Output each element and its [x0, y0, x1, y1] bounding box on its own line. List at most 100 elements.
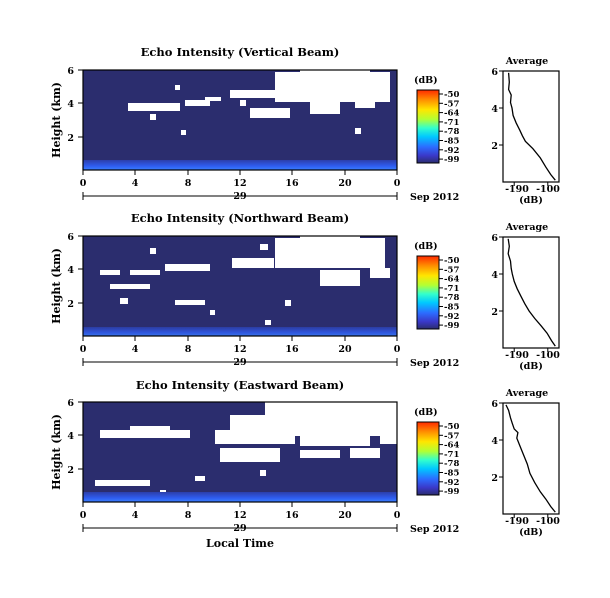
colorbar-tick-label: -99	[444, 487, 459, 497]
colorbar-tick-label: -71	[444, 450, 459, 460]
chart-title: Echo Intensity (Eastward Beam)	[136, 378, 344, 392]
avg-x-tick-label: -190	[505, 516, 529, 527]
colorbar-tick-label: -99	[444, 321, 459, 331]
y-tick-label: 6	[67, 232, 74, 243]
colorbar-ticks: -50-57-64-71-78-85-92-99	[439, 90, 459, 165]
heatmap-ground-echo	[83, 160, 397, 170]
average-title: Average	[505, 56, 548, 67]
x-ticks	[82, 170, 398, 175]
heatmap-ground-echo	[83, 492, 397, 502]
y-tick-label: 4	[67, 265, 74, 276]
average-plot	[499, 236, 556, 352]
x-tick-label: 8	[185, 178, 192, 189]
average-profile-line	[507, 238, 556, 347]
colorbar-tick-label: -50	[444, 90, 459, 100]
panel-eastward: Echo Intensity (Eastward Beam) Height (k…	[50, 378, 560, 550]
x-tick-label: 12	[233, 510, 246, 521]
average-profile-line	[505, 404, 556, 513]
colorbar-tick-label: -50	[444, 422, 459, 432]
x-tick-label: 4	[132, 178, 139, 189]
colorbar-tick-label: -85	[444, 303, 459, 313]
date-right-label: Sep 2012	[410, 192, 459, 203]
y-tick-label: 6	[67, 398, 74, 409]
colorbar-tick-label: -64	[444, 441, 459, 451]
colorbar-tick-label: -85	[444, 137, 459, 147]
heatmap-white-gaps	[128, 70, 390, 135]
y-axis-label: Height (km)	[50, 82, 63, 158]
average-title: Average	[505, 222, 548, 233]
avg-x-axis-label: (dB)	[519, 195, 543, 206]
colorbar-tick-label: -92	[444, 312, 459, 322]
x-tick-label: 8	[185, 510, 192, 521]
x-tick-label: 0	[80, 510, 87, 521]
x-tick-label: 20	[338, 178, 352, 189]
colorbar-tick-label: -78	[444, 293, 459, 303]
colorbar	[416, 89, 440, 164]
colorbar-tick-label: -78	[444, 127, 459, 137]
colorbar	[416, 255, 440, 330]
y-tick-label: 6	[67, 66, 74, 77]
y-axis-label: Height (km)	[50, 414, 63, 490]
chart-title: Echo Intensity (Vertical Beam)	[141, 45, 340, 59]
colorbar-unit: (dB)	[414, 407, 438, 418]
colorbar-tick-label: -64	[444, 109, 459, 119]
x-tick-label: 0	[394, 178, 401, 189]
colorbar-tick-label: -92	[444, 478, 459, 488]
y-axis-label: Height (km)	[50, 248, 63, 324]
avg-x-tick-label: -190	[505, 350, 529, 361]
date-right-label: Sep 2012	[410, 358, 459, 369]
colorbar-unit: (dB)	[414, 241, 438, 252]
y-tick-label: 2	[67, 133, 74, 144]
avg-x-axis-label: (dB)	[519, 527, 543, 538]
colorbar-tick-label: -71	[444, 284, 459, 294]
avg-x-tick-label: -100	[536, 184, 560, 195]
avg-x-axis-label: (dB)	[519, 361, 543, 372]
y-tick-label: 4	[67, 431, 74, 442]
x-tick-label: 16	[285, 510, 299, 521]
y-tick-label: 2	[67, 299, 74, 310]
colorbar-tick-label: -50	[444, 256, 459, 266]
average-profile-line	[507, 72, 556, 181]
colorbar-tick-label: -99	[444, 155, 459, 165]
chart-title: Echo Intensity (Northward Beam)	[131, 211, 349, 225]
date-center-label: 29	[233, 523, 247, 534]
avg-y-tick-label: 4	[491, 270, 498, 281]
x-tick-label: 0	[80, 178, 87, 189]
avg-y-tick-label: 6	[491, 399, 498, 410]
colorbar-ticks: -50-57-64-71-78-85-92-99	[439, 422, 459, 497]
avg-x-tick-label: -100	[536, 350, 560, 361]
avg-y-tick-label: 4	[491, 104, 498, 115]
average-title: Average	[505, 388, 548, 399]
x-tick-label: 12	[233, 344, 246, 355]
colorbar-tick-label: -64	[444, 275, 459, 285]
x-tick-label: 16	[285, 178, 299, 189]
colorbar-tick-label: -57	[444, 431, 459, 441]
panel-northward: Echo Intensity (Northward Beam) Height (…	[50, 211, 560, 372]
colorbar-tick-label: -57	[444, 99, 459, 109]
heatmap-ground-echo	[83, 327, 397, 336]
x-tick-label: 4	[132, 510, 139, 521]
avg-y-tick-label: 6	[491, 233, 498, 244]
colorbar-ticks: -50-57-64-71-78-85-92-99	[439, 256, 459, 331]
avg-x-tick-label: -100	[536, 516, 560, 527]
x-tick-label: 8	[185, 344, 192, 355]
avg-y-tick-label: 4	[491, 436, 498, 447]
x-tick-label: 0	[394, 344, 401, 355]
average-plot	[499, 70, 556, 186]
avg-y-tick-label: 2	[491, 307, 498, 318]
avg-x-tick-label: -190	[505, 184, 529, 195]
x-tick-label: 0	[394, 510, 401, 521]
heatmap-white-gaps	[95, 402, 397, 495]
x-ticks	[82, 502, 398, 507]
y-tick-label: 4	[67, 99, 74, 110]
colorbar-tick-label: -78	[444, 459, 459, 469]
x-tick-label: 0	[80, 344, 87, 355]
y-tick-label: 2	[67, 465, 74, 476]
y-ticks	[78, 235, 83, 304]
date-center-label: 29	[233, 191, 247, 202]
x-axis-label: Local Time	[206, 537, 274, 550]
heatmap-white-gaps	[100, 236, 390, 325]
x-tick-label: 20	[338, 510, 352, 521]
y-ticks	[78, 69, 83, 138]
